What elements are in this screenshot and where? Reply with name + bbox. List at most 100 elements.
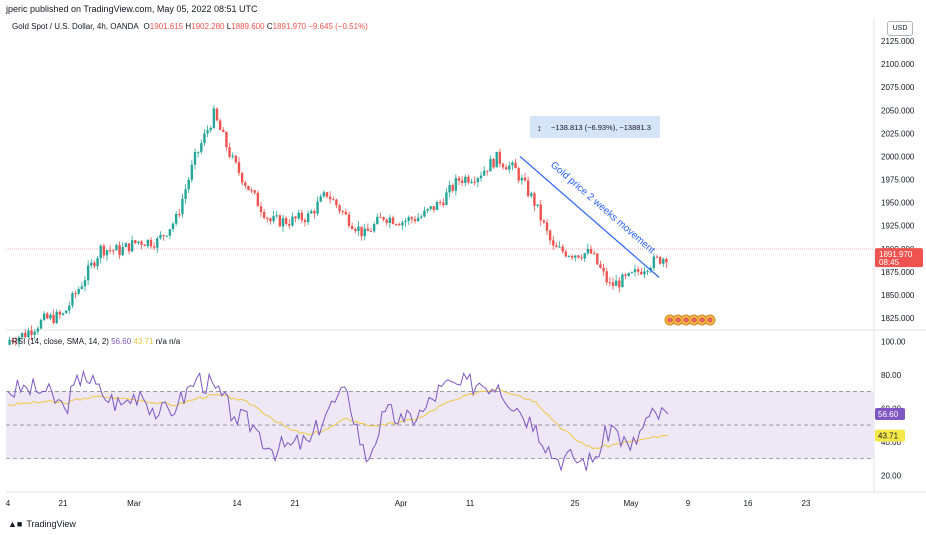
- candle-body: [140, 241, 143, 245]
- candle-body: [457, 178, 461, 181]
- candle-body: [174, 213, 178, 224]
- candle-body: [555, 245, 558, 248]
- candle-body: [564, 251, 568, 257]
- rsi-sma-tag-text: 43.71: [878, 432, 899, 441]
- rsi-axis-label: 40.00: [881, 438, 902, 447]
- candle-body: [539, 204, 542, 221]
- rsi-line: [7, 369, 669, 472]
- candle-body: [467, 176, 470, 183]
- candle-body: [618, 280, 621, 288]
- candle-body: [366, 228, 370, 231]
- candle-body: [14, 341, 18, 343]
- candle-body: [354, 229, 357, 232]
- candle-body: [253, 190, 256, 193]
- candle-body: [297, 212, 300, 219]
- price-axis-label: 1850.000: [881, 291, 915, 300]
- publisher-line: jperic published on TradingView.com, May…: [6, 4, 258, 14]
- price-axis-label: 1925.000: [881, 222, 915, 231]
- time-axis-label: 9: [686, 499, 691, 508]
- candle-body: [448, 185, 451, 193]
- candle-body: [451, 185, 454, 191]
- candle-body: [266, 217, 269, 219]
- candle-body: [401, 222, 404, 226]
- candle-body: [605, 271, 608, 283]
- candle-body: [391, 217, 395, 225]
- candle-body: [379, 216, 382, 218]
- candle-body: [341, 211, 344, 213]
- rsi-axis-label: 20.00: [881, 471, 902, 480]
- candle-body: [193, 151, 197, 165]
- rsi-pane: [6, 369, 874, 472]
- candle-body: [24, 332, 27, 338]
- economic-event-flag-icon: [699, 317, 705, 323]
- candle-body: [438, 202, 442, 204]
- candle-body: [407, 217, 410, 221]
- candle-body: [112, 250, 115, 252]
- candle-body: [580, 257, 583, 259]
- time-axis-label: Mar: [127, 499, 141, 508]
- close-value: 1891.970: [272, 22, 306, 31]
- rsi-axis-label: 80.00: [881, 371, 902, 380]
- rsi-sma-tag: [875, 429, 905, 442]
- candle-body: [96, 258, 99, 267]
- candle-body: [74, 293, 77, 295]
- last-price-tag: [875, 248, 923, 268]
- rsi-legend-sma: 43.71: [133, 337, 154, 346]
- candle-body: [30, 330, 33, 335]
- high-value: 1902.280: [191, 22, 225, 31]
- price-axis-label: 2025.000: [881, 129, 915, 138]
- candle-body: [184, 189, 187, 199]
- measure-icon: ↕: [537, 123, 542, 133]
- candle-body: [281, 218, 285, 227]
- candle-body: [652, 256, 656, 268]
- time-axis-label: 14: [233, 499, 242, 508]
- price-axis-label: 2000.000: [881, 152, 915, 161]
- candle-body: [520, 177, 524, 181]
- candle-body: [640, 271, 643, 275]
- candle-body: [58, 311, 62, 315]
- candle-body: [124, 243, 128, 248]
- economic-event-flag-icon: [707, 317, 713, 323]
- candle-body: [200, 143, 203, 152]
- candle-body: [429, 206, 432, 209]
- candle-body: [118, 245, 121, 256]
- candle-body: [159, 234, 162, 239]
- rsi-value-tag-text: 56.60: [878, 410, 899, 419]
- candle-body: [394, 224, 398, 226]
- candle-body: [602, 267, 605, 272]
- candle-body: [530, 193, 533, 197]
- currency-button[interactable]: USD: [887, 21, 913, 36]
- candle-body: [55, 311, 58, 323]
- price-axis-label: 2075.000: [881, 83, 915, 92]
- price-axis-label: 1875.000: [881, 268, 915, 277]
- candle-body: [504, 167, 508, 170]
- candle-body: [552, 240, 555, 246]
- candle-body: [621, 274, 624, 288]
- candle-body: [162, 234, 165, 236]
- last-price-value: 1891.970: [879, 250, 913, 259]
- time-axis-label: 21: [291, 499, 300, 508]
- candle-body: [382, 217, 385, 220]
- low-label: L: [226, 22, 232, 31]
- candle-body: [360, 226, 363, 237]
- candle-body: [171, 223, 175, 230]
- axes: 2125.000 2100.000 2075.000 2050.000 2025.000…: [6, 37, 923, 508]
- candle-body: [608, 282, 612, 284]
- candle-body: [33, 331, 36, 335]
- candle-body: [288, 223, 291, 226]
- candle-body: [404, 220, 407, 223]
- candle-body: [275, 215, 278, 217]
- candle-body: [630, 272, 634, 274]
- candle-body: [592, 253, 596, 255]
- candle-body: [435, 202, 439, 211]
- tradingview-brand[interactable]: ▲■ TradingView: [8, 519, 76, 529]
- candle-body: [165, 235, 168, 237]
- candle-body: [476, 178, 480, 183]
- candle-body: [203, 133, 206, 144]
- candle-body: [168, 229, 172, 236]
- candle-body: [655, 256, 659, 258]
- rsi-legend-value: 56.60: [111, 337, 132, 346]
- candle-body: [445, 192, 448, 206]
- economic-event-flag-icon: [691, 317, 697, 323]
